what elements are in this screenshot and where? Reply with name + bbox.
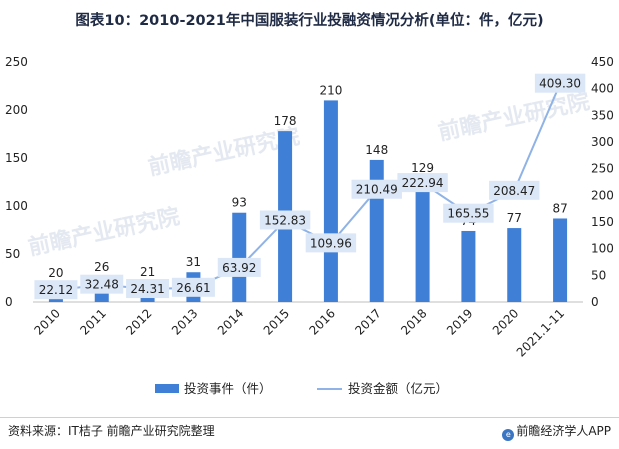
right-tick-label: 100 <box>591 242 614 256</box>
watermark-text-1: 前瞻产业研究院 <box>26 203 182 260</box>
bar-value-label: 21 <box>140 265 155 279</box>
x-tick-label: 2012 <box>123 306 154 337</box>
line-label-box <box>34 280 78 300</box>
legend-bar-swatch <box>155 384 179 393</box>
x-tick-label: 2015 <box>261 306 292 337</box>
left-tick-label: 100 <box>5 199 28 213</box>
left-tick-label: 150 <box>5 151 28 165</box>
legend-line-label: 投资金额（亿元） <box>348 381 448 396</box>
x-tick-label: 2013 <box>169 306 200 337</box>
right-tick-label: 350 <box>591 108 614 122</box>
footer: 资料来源：IT桔子 前瞻产业研究院整理 e 前瞻经济学人APP <box>0 417 619 449</box>
chart-title: 图表10：2010-2021年中国服装行业投融资情况分析(单位：件，亿元) <box>75 13 544 29</box>
right-tick-label: 400 <box>591 82 614 96</box>
x-tick-label: 2019 <box>444 306 475 337</box>
line-label-box <box>397 173 448 193</box>
x-tick-label: 2018 <box>398 306 429 337</box>
left-tick-label: 200 <box>5 103 28 117</box>
bar-value-label: 31 <box>186 255 201 269</box>
left-tick-label: 0 <box>5 295 13 309</box>
right-tick-label: 250 <box>591 162 614 176</box>
x-tick-label: 2021.1-11 <box>514 306 567 359</box>
line-value-label: 222.94 <box>402 176 444 190</box>
x-tick-label: 2014 <box>215 306 246 337</box>
right-tick-label: 150 <box>591 215 614 229</box>
line-label-box <box>305 233 357 253</box>
line-label-box <box>489 180 540 200</box>
brand-logo-icon: e <box>502 429 515 441</box>
line-value-label: 165.55 <box>447 207 489 221</box>
x-tick-label: 2017 <box>352 306 383 337</box>
line-label-box <box>80 274 124 294</box>
bar-value-label: 178 <box>274 114 297 128</box>
line-value-label: 26.61 <box>176 281 210 295</box>
x-tick-label: 2020 <box>490 306 521 337</box>
bar-value-label: 210 <box>319 83 342 97</box>
line-value-label: 24.31 <box>130 282 164 296</box>
legend-bar-label: 投资事件（件） <box>184 381 272 396</box>
bar-2019 <box>461 230 476 302</box>
line-value-label: 152.83 <box>264 213 306 227</box>
bar-2018 <box>415 178 430 302</box>
bar-2016 <box>323 100 338 303</box>
watermark-text-2: 前瞻产业研究院 <box>436 88 592 145</box>
bar-value-label: 148 <box>365 143 388 157</box>
bar-value-label: 77 <box>507 211 522 225</box>
line-label-box <box>259 210 311 230</box>
bar-2021.1-11 <box>553 218 568 302</box>
right-tick-label: 0 <box>591 295 599 309</box>
x-tick-label: 2010 <box>32 306 63 337</box>
line-label-box <box>171 277 215 297</box>
source-note: 资料来源：IT桔子 前瞻产业研究院整理 <box>8 424 215 438</box>
line-value-label: 109.96 <box>310 236 352 250</box>
left-tick-label: 50 <box>5 247 20 261</box>
line-label-box <box>443 203 494 223</box>
x-tick-label: 2016 <box>307 306 338 337</box>
line-label-box <box>351 179 402 199</box>
bar-value-label: 129 <box>411 161 434 175</box>
bar-value-label: 93 <box>232 196 247 210</box>
bar-2014 <box>232 212 247 302</box>
right-tick-label: 450 <box>591 55 614 69</box>
line-value-label: 409.30 <box>539 77 581 91</box>
brand-text: 前瞻经济学人APP <box>516 424 611 438</box>
bar-value-label: 26 <box>94 260 109 274</box>
line-value-label: 208.47 <box>493 184 535 198</box>
right-tick-label: 50 <box>591 268 606 282</box>
brand-label: e 前瞻经济学人APP <box>502 422 611 441</box>
right-tick-label: 300 <box>591 135 614 149</box>
line-value-label: 210.49 <box>356 183 398 197</box>
line-label-box <box>217 257 261 277</box>
line-label-box <box>534 73 586 93</box>
bar-value-label: 20 <box>48 266 63 280</box>
bar-2020 <box>507 228 522 302</box>
line-label-box <box>126 279 170 299</box>
line-value-label: 32.48 <box>85 278 119 292</box>
line-value-label: 22.12 <box>39 283 73 297</box>
bar-value-label: 87 <box>552 201 567 215</box>
left-tick-label: 250 <box>5 55 28 69</box>
x-tick-label: 2011 <box>77 306 108 337</box>
right-tick-label: 200 <box>591 188 614 202</box>
line-value-label: 63.92 <box>222 261 256 275</box>
